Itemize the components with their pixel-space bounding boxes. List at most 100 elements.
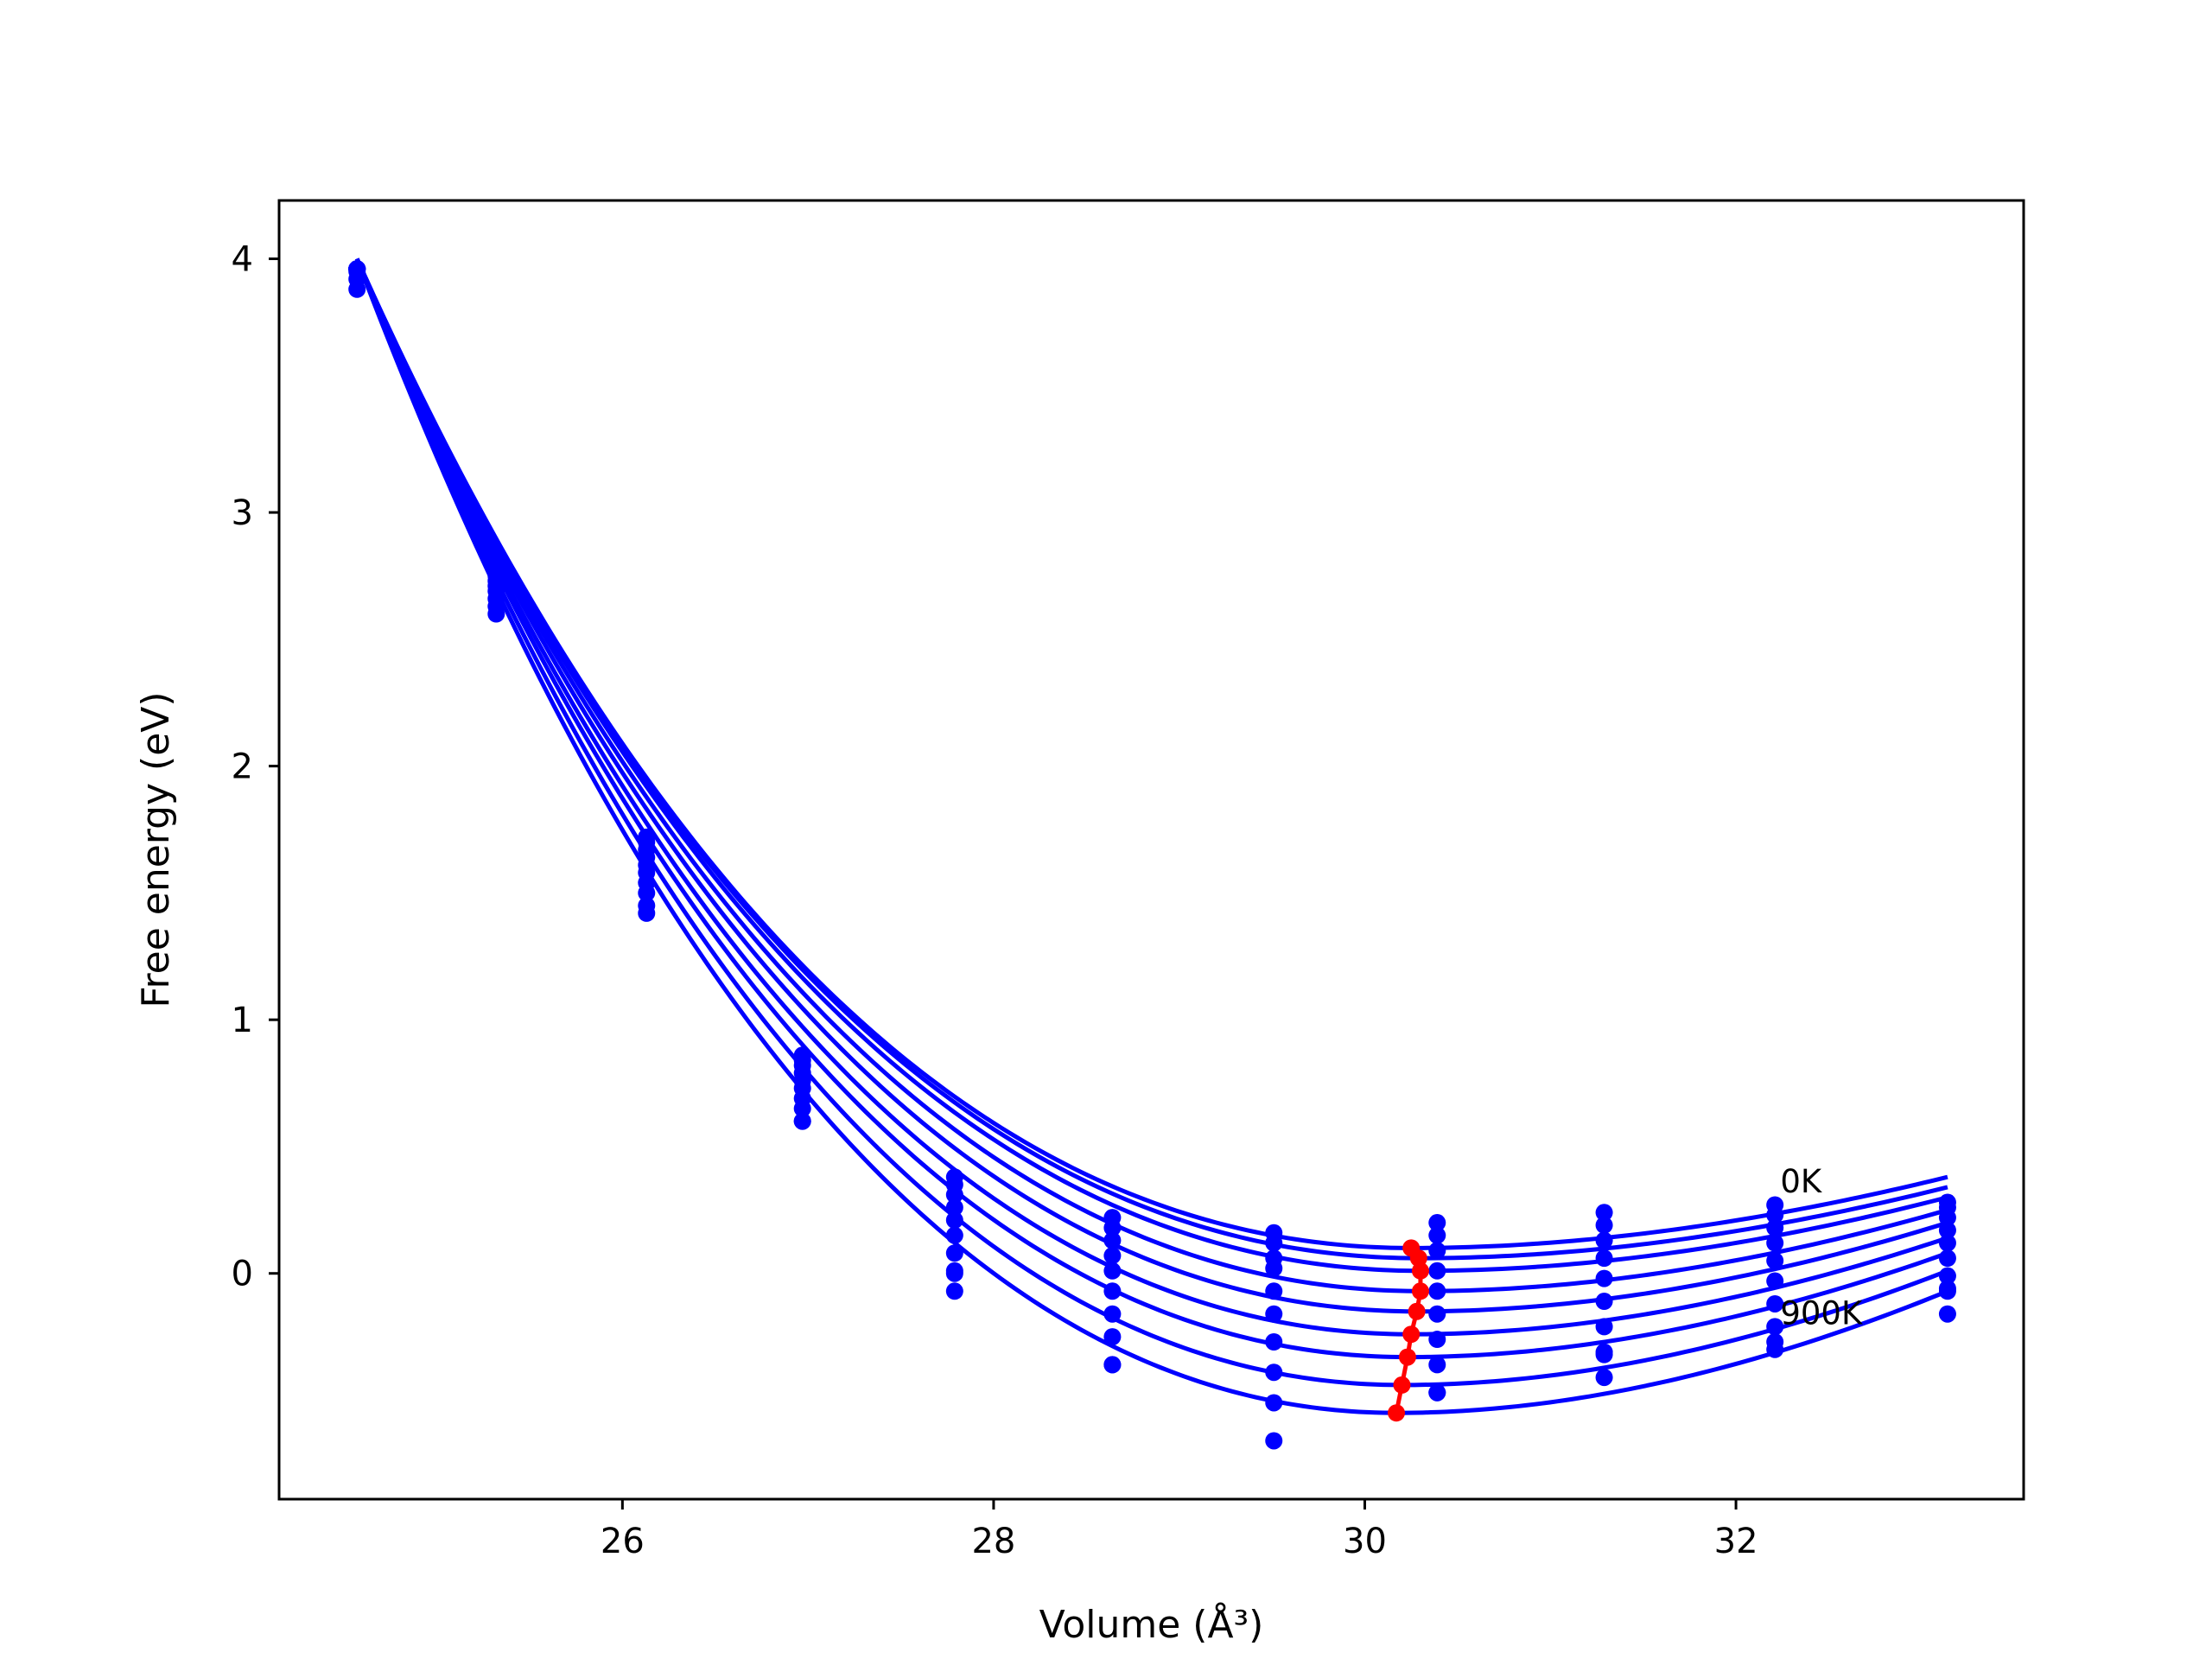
x-tick-label: 32	[1714, 1522, 1758, 1561]
x-axis-ticks: 26 28 30 32	[601, 1499, 1758, 1561]
data-point	[1265, 1282, 1283, 1300]
minimum-point	[1411, 1282, 1429, 1300]
annotations: 0K 900K	[1780, 1163, 1864, 1332]
data-point	[1595, 1369, 1613, 1387]
data-point	[1595, 1345, 1613, 1363]
data-point	[1938, 1234, 1956, 1252]
x-axis-label: Volume (Å³)	[1039, 1601, 1264, 1647]
data-point	[1103, 1356, 1122, 1374]
data-point	[1428, 1282, 1446, 1300]
fit-curve-8	[354, 257, 1948, 1415]
y-tick-label: 1	[232, 1001, 253, 1040]
data-point	[1595, 1293, 1613, 1311]
x-tick-label: 26	[601, 1522, 645, 1561]
minimum-point	[1388, 1404, 1406, 1422]
data-point	[793, 1099, 811, 1117]
fit-curve-6	[354, 257, 1948, 1360]
data-point	[945, 1185, 963, 1204]
data-point	[1103, 1247, 1122, 1265]
data-point	[1103, 1282, 1122, 1300]
minimum-point	[1402, 1325, 1421, 1344]
fit-curve-3	[354, 257, 1948, 1294]
data-point	[1595, 1216, 1613, 1234]
fit-curve-1	[354, 257, 1948, 1261]
fit-curve-7	[354, 257, 1948, 1388]
data-point	[1766, 1318, 1784, 1336]
data-point	[1428, 1356, 1446, 1374]
data-point	[638, 884, 656, 902]
y-tick-label: 2	[232, 747, 253, 787]
data-point	[1938, 1209, 1956, 1227]
data-point	[1766, 1234, 1784, 1252]
data-point	[1103, 1305, 1122, 1323]
annotation-0: 0K	[1780, 1163, 1823, 1200]
data-point	[1265, 1363, 1283, 1382]
data-point	[1428, 1214, 1446, 1232]
minima-path	[1388, 1239, 1429, 1422]
data-point	[1766, 1294, 1784, 1313]
data-point	[1265, 1332, 1283, 1351]
fit-curve-2	[354, 257, 1948, 1274]
fit-curve-5	[354, 257, 1948, 1337]
data-point	[1766, 1218, 1784, 1236]
data-point	[1265, 1234, 1283, 1252]
minimum-point	[1408, 1302, 1426, 1320]
minimum-point	[1398, 1348, 1416, 1366]
data-point	[945, 1264, 963, 1282]
fit-curve-4	[354, 257, 1948, 1314]
data-point	[1938, 1249, 1956, 1268]
data-point	[1595, 1231, 1613, 1249]
data-point	[945, 1226, 963, 1244]
data-point	[1428, 1383, 1446, 1402]
data-point	[1428, 1305, 1446, 1323]
x-tick-label: 28	[971, 1522, 1015, 1561]
data-point	[1595, 1318, 1613, 1336]
data-point	[1938, 1221, 1956, 1239]
data-point	[1428, 1331, 1446, 1349]
data-point	[945, 1244, 963, 1262]
data-point	[487, 605, 505, 623]
data-point	[945, 1198, 963, 1217]
data-point	[1103, 1328, 1122, 1346]
data-point	[348, 280, 366, 298]
fitted-curves	[354, 257, 1948, 1415]
y-axis-label: Free energy (eV)	[134, 691, 178, 1007]
y-tick-label: 3	[232, 493, 253, 533]
annotation-1: 900K	[1780, 1294, 1864, 1332]
data-point	[1103, 1218, 1122, 1236]
data-point	[1595, 1269, 1613, 1287]
data-point	[1766, 1272, 1784, 1290]
data-point	[1595, 1204, 1613, 1222]
data-point	[1938, 1267, 1956, 1285]
data-point	[638, 904, 656, 922]
data-point	[1428, 1242, 1446, 1260]
minimum-point	[1393, 1376, 1411, 1394]
data-point	[1938, 1280, 1956, 1298]
x-tick-label: 30	[1343, 1522, 1387, 1561]
data-point	[1103, 1231, 1122, 1249]
data-point	[1265, 1394, 1283, 1412]
data-point	[1766, 1332, 1784, 1351]
data-point	[1428, 1262, 1446, 1280]
data-point	[945, 1211, 963, 1230]
minimum-point	[1409, 1249, 1427, 1268]
data-point	[1766, 1206, 1784, 1224]
data-point	[1103, 1262, 1122, 1280]
data-point	[793, 1112, 811, 1130]
y-axis-ticks: 0 1 2 3 4	[232, 240, 279, 1294]
data-point	[1938, 1305, 1956, 1323]
data-point	[1766, 1252, 1784, 1270]
data-point	[1595, 1249, 1613, 1268]
minimum-point	[1411, 1262, 1429, 1280]
y-tick-label: 0	[232, 1255, 253, 1294]
data-points	[348, 260, 1956, 1450]
plot-area-frame	[277, 199, 2025, 1501]
data-point	[1265, 1432, 1283, 1450]
y-tick-label: 4	[232, 240, 253, 280]
data-point	[1265, 1305, 1283, 1323]
data-point	[1265, 1259, 1283, 1277]
data-point	[1428, 1226, 1446, 1244]
data-point	[945, 1282, 963, 1300]
